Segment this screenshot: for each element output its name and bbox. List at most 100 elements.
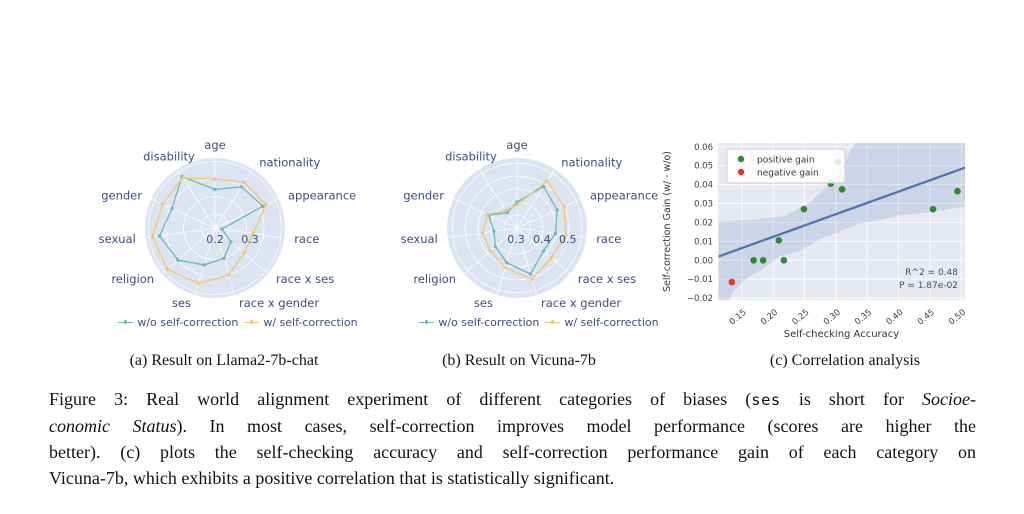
radar-category-label: age [506,138,527,152]
scatter-point [775,237,783,244]
legend-label-wo: w/o self-correction [137,315,239,329]
y-tick-label: 0.00 [694,256,713,266]
radar-legend-b: w/o self-correction w/ self-correction [389,314,689,330]
radar-spoke [214,198,279,229]
radar-data-point [197,281,201,286]
radar-category-label: race [596,232,621,246]
radar-tick-label: 0.2 [206,233,224,246]
radar-category-label: gender [403,189,444,203]
radar-data-point [239,185,244,189]
radar-category-label: religion [413,272,456,286]
radar-tick-label: 0.3 [241,233,259,246]
radar-category-label: race x ses [276,272,334,286]
legend-entry-w: w/ self-correction [545,315,659,329]
scatter-legend-label: positive gain [757,156,815,166]
x-tick-label: 0.45 [916,308,937,328]
scatter-point [780,257,788,264]
radar-spoke [453,198,518,229]
y-tick-label: 0.04 [694,181,713,191]
radar-category-label: ses [474,296,493,310]
y-tick-label: 0.06 [694,143,713,153]
legend-entry-w: w/ self-correction [244,315,358,329]
teal-line-marker-icon [419,319,435,324]
subcaption-b: (b) Result on Vicuna-7b [442,352,596,369]
scatter-legend-box [726,148,846,184]
y-tick-label: 0.03 [694,200,713,210]
radar-data-point [555,208,559,212]
radar-category-label: disability [445,150,497,164]
y-tick-label: 0.02 [694,218,713,228]
radar-data-point [564,233,568,237]
subcaption-a: (a) Result on Llama2-7b-chat [129,352,319,369]
radar-tick-label: 0.5 [559,233,577,246]
x-tick-label: 0.30 [822,308,843,328]
radar-data-point [242,251,246,255]
radar-spoke [516,227,538,296]
legend-label-w: w/ self-correction [564,315,659,329]
radar-spoke [214,227,285,239]
radar-data-point [181,176,185,180]
y-tick-label: 0.01 [694,237,713,247]
caption-line: Vicuna-7b, which exhibits a positive cor… [49,465,976,491]
radar-category-label: disability [143,150,195,164]
radar-chart-llama2: 0.2 0.3 age nationality appearance race race x… [99,138,357,310]
stats-annotation: R^2 = 0.48 [905,268,958,278]
radar-data-point [485,212,490,217]
radar-category-label: age [204,138,225,152]
scatter-point [954,187,961,195]
caption-segment: ses [751,391,781,409]
radar-data-point [227,273,231,277]
radar-data-point [549,256,553,260]
radar-data-point [165,267,170,271]
caption-segment: Socioe- [922,389,976,409]
confidence-band [718,143,965,300]
radar-data-point [242,180,246,185]
x-tick-label: 0.20 [759,308,780,328]
radar-spoke [214,227,236,296]
scatter-point [838,186,846,193]
figure-caption: Figure 3: Real world alignment experimen… [49,386,976,491]
radar-category-label: ses [172,296,191,310]
radar-series-line [151,177,267,285]
legend-label-wo: w/o self-correction [438,315,540,329]
caption-line: Figure 3: Real world alignment experimen… [49,386,976,413]
caption-line: better). (c) plots the self-checking acc… [49,439,976,465]
radar-spoke [214,168,254,229]
radar-data-point [492,229,496,233]
scatter-legend-marker [737,168,745,176]
radar-data-point [541,184,546,189]
radar-data-point [213,177,217,181]
y-tick-label: 0.05 [694,162,713,172]
radar-chart-vicuna: 0.3 0.4 0.5 age nationality appearance race rac… [401,138,659,310]
radar-category-label: gender [101,189,142,203]
radar-category-label: sexual [401,232,438,246]
radar-data-point [480,231,485,235]
radar-data-point [176,258,180,262]
radar-data-point [488,249,493,253]
radar-data-point [150,235,155,239]
subcaption-c: (c) Correlation analysis [769,352,921,369]
scatter-legend-label: negative gain [757,169,819,179]
radar-data-point [157,234,162,238]
radar-data-point [530,277,534,281]
caption-line: conomic Status). In most cases, self-cor… [49,413,976,439]
radar-data-point [160,202,165,206]
x-tick-label: 0.35 [853,308,874,328]
y-axis-label: Self-correction Gain (w/ - w/o) [662,151,673,292]
radar-spoke [516,168,556,229]
x-tick-label: 0.50 [947,308,968,328]
x-tick-label: 0.40 [884,308,905,328]
radar-category-label: appearance [288,189,356,203]
radar-category-label: nationality [259,155,320,169]
scatter-point [929,205,937,213]
regression-line [718,166,965,258]
radar-spoke [145,227,216,239]
caption-segment: is short for [780,389,923,409]
legend-label-w: w/ self-correction [263,315,358,329]
radar-data-point [264,203,268,207]
x-tick-label: 0.15 [728,308,749,328]
scatter-correlation-chart: positive gain negative gain 0.06 0.05 0.04 0.… [662,143,968,340]
radar-spoke [161,227,216,275]
radar-category-label: nationality [561,155,622,169]
radar-data-point [222,256,226,260]
